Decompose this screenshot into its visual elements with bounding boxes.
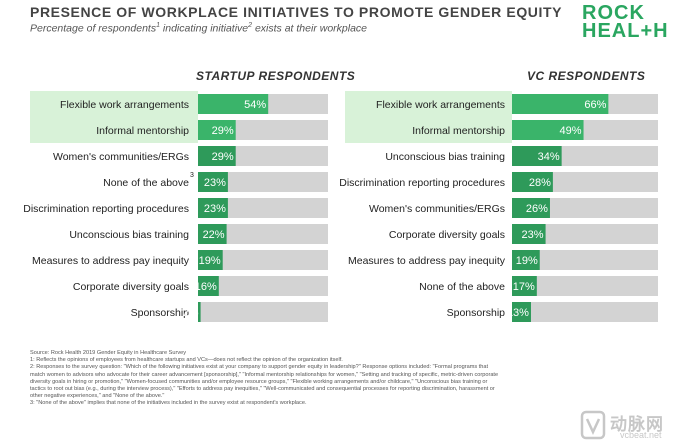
startup-category-label: Flexible work arrangements xyxy=(60,99,189,111)
vc-bar xyxy=(512,198,550,218)
vc-bar-track xyxy=(512,302,658,322)
watermark-brand: 动脉网 xyxy=(610,415,664,434)
startup-bar-track xyxy=(198,198,328,218)
vc-category-label: None of the above xyxy=(419,281,505,293)
footnote-source: Source: Rock Health 2019 Gender Equity i… xyxy=(30,350,187,356)
startup-bar xyxy=(198,120,236,140)
startup-panel-title: STARTUP RESPONDENTS xyxy=(196,69,356,83)
chart-title: PRESENCE OF WORKPLACE INITIATIVES TO PRO… xyxy=(30,4,563,20)
startup-category-label: Unconscious bias training xyxy=(69,229,189,241)
startup-value-label: 29% xyxy=(212,125,234,137)
vc-bar-track xyxy=(512,276,658,296)
footnotes: Source: Rock Health 2019 Gender Equity i… xyxy=(30,350,500,408)
vc-value-label: 13% xyxy=(507,307,529,319)
footnote-1: 1: Reflects the opinions of employees fr… xyxy=(30,357,343,364)
vc-value-label: 26% xyxy=(526,203,548,215)
startup-bar-track xyxy=(198,276,328,296)
startup-value-label: 19% xyxy=(199,255,221,267)
startup-bar xyxy=(198,302,201,322)
startup-bar xyxy=(198,250,223,270)
startup-value-label: 23% xyxy=(204,177,226,189)
startup-value-label: 29% xyxy=(212,151,234,163)
startup-bar xyxy=(198,276,219,296)
footnote-3: 3: "None of the above" implies that none… xyxy=(30,400,307,407)
vc-value-label: 17% xyxy=(513,281,535,293)
logo-plus-icon: + xyxy=(640,20,654,42)
vc-category-label: Corporate diversity goals xyxy=(389,229,505,241)
watermark-url: vcbeat.net xyxy=(620,430,662,440)
startup-value-label: 16% xyxy=(195,281,217,293)
startup-category-label: None of the above xyxy=(103,177,189,189)
vc-category-label: Women's communities/ERGs xyxy=(369,203,505,215)
startup-value-label: 2% xyxy=(183,307,199,319)
vc-bar-track xyxy=(512,250,658,270)
startup-bar xyxy=(198,198,228,218)
startup-highlight-band xyxy=(30,91,198,117)
footnote-2: 2: Responses to the survey question: "Wh… xyxy=(30,364,499,400)
startup-bar xyxy=(198,146,236,166)
vc-panel-title: VC RESPONDENTS xyxy=(527,69,646,83)
rock-health-logo: ROCK HEAL+H xyxy=(582,2,668,42)
vc-category-label: Measures to address pay inequity xyxy=(348,255,506,267)
vc-highlight-band xyxy=(345,91,512,117)
subtitle-footnote-2: 2 xyxy=(248,22,253,29)
startup-bar xyxy=(198,224,227,244)
vc-bar-track xyxy=(512,224,658,244)
vcbeat-watermark: 动脉网 vcbeat.net xyxy=(580,410,692,442)
startup-category-label: Sponsorship xyxy=(131,307,190,319)
startup-category-label: Measures to address pay inequity xyxy=(32,255,190,267)
subtitle-prefix: Percentage of respondents xyxy=(30,22,157,35)
logo-line-2: HEAL+H xyxy=(582,20,668,42)
startup-highlight-band xyxy=(30,117,198,143)
vc-category-label: Discrimination reporting procedures xyxy=(339,177,505,189)
vc-value-label: 34% xyxy=(538,151,560,163)
chart-subtitle: Percentage of respondents1 indicating in… xyxy=(30,22,367,35)
vc-category-label: Sponsorship xyxy=(447,307,506,319)
startup-bar-track xyxy=(198,224,328,244)
vc-category-label: Unconscious bias training xyxy=(385,151,505,163)
startup-category-label: Informal mentorship xyxy=(96,125,189,137)
vc-bar xyxy=(512,146,562,166)
startup-bar xyxy=(198,172,228,192)
startup-category-label: Women's communities/ERGs xyxy=(53,151,189,163)
startup-value-label: 23% xyxy=(204,203,226,215)
vc-bar xyxy=(512,224,546,244)
vc-value-label: 66% xyxy=(584,99,606,111)
vc-value-label: 28% xyxy=(529,177,551,189)
vc-highlight-band xyxy=(345,117,512,143)
startup-category-label: Discrimination reporting procedures xyxy=(23,203,189,215)
vcbeat-logo-icon xyxy=(580,410,606,440)
vc-value-label: 49% xyxy=(560,125,582,137)
subtitle-footnote-1: 1 xyxy=(156,22,160,29)
vc-category-label: Flexible work arrangements xyxy=(376,99,505,111)
startup-bar xyxy=(198,94,269,114)
subtitle-suffix: exists at their workplace xyxy=(252,22,368,35)
startup-bar-track xyxy=(198,172,328,192)
startup-category-label: Corporate diversity goals xyxy=(73,281,189,293)
vc-value-label: 23% xyxy=(522,229,544,241)
vc-category-label: Informal mentorship xyxy=(412,125,505,137)
logo-line-1: ROCK xyxy=(582,2,645,24)
startup-bar-track xyxy=(198,302,328,322)
logo-line-2-start: HEAL xyxy=(582,20,641,42)
vc-bar xyxy=(512,120,584,140)
logo-line-2-end: H xyxy=(653,20,669,42)
startup-value-label: 22% xyxy=(203,229,225,241)
vc-bar xyxy=(512,172,553,192)
startup-value-label: 54% xyxy=(244,99,266,111)
vc-bar xyxy=(512,302,531,322)
vc-bar xyxy=(512,250,540,270)
startup-category-footnote: 3 xyxy=(190,172,194,179)
startup-bar-track xyxy=(198,250,328,270)
subtitle-middle: indicating initiative xyxy=(160,22,249,35)
vc-bar xyxy=(512,94,609,114)
vc-bar xyxy=(512,276,537,296)
vc-value-label: 19% xyxy=(516,255,538,267)
